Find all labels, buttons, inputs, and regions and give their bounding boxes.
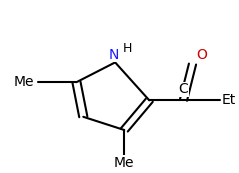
Text: O: O bbox=[196, 48, 207, 62]
Text: Me: Me bbox=[114, 156, 135, 170]
Text: C: C bbox=[179, 82, 188, 96]
Text: Me: Me bbox=[14, 75, 34, 89]
Text: H: H bbox=[123, 42, 132, 55]
Text: N: N bbox=[109, 48, 119, 62]
Text: Et: Et bbox=[222, 93, 236, 107]
